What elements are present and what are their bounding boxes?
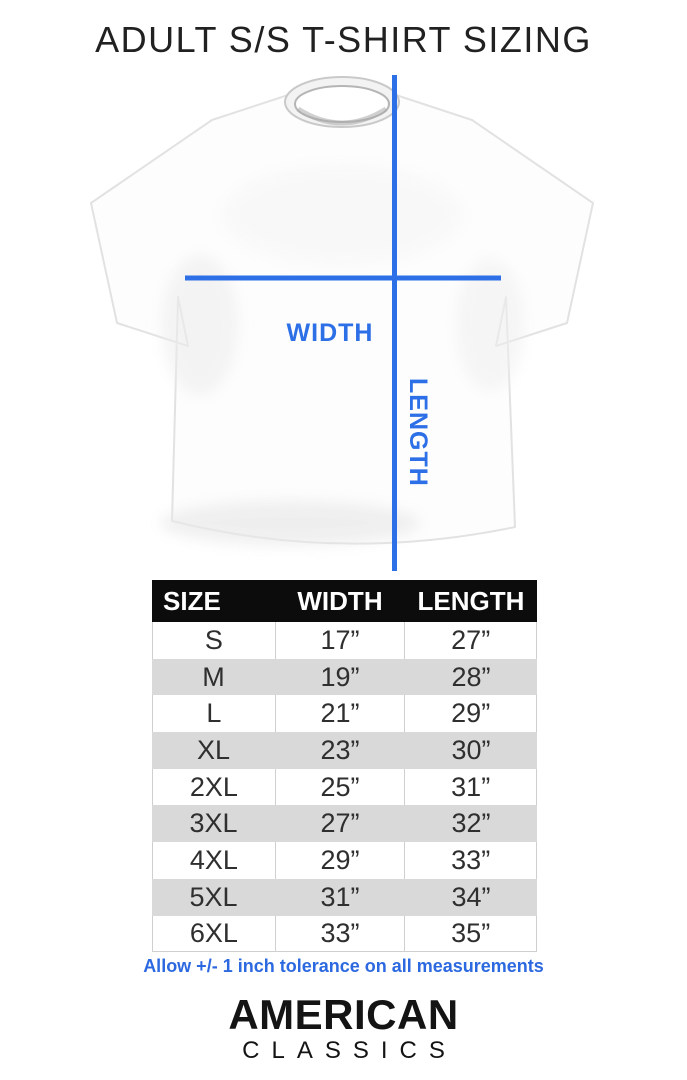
cell-size: M (202, 661, 225, 692)
cell-length: 34” (451, 881, 491, 912)
shading-bottom-hem (160, 501, 420, 545)
table-row-2xl: 2XL 25” 31” (152, 768, 537, 806)
tshirt-collar-shadow (296, 106, 388, 126)
table-row-s: S 17” 27” (152, 622, 537, 659)
column-header-length: LENGTH (417, 585, 525, 616)
brand-name-classics: CLASSICS (242, 1037, 457, 1064)
cell-length: 29” (404, 695, 536, 733)
cell-width: 17” (274, 622, 405, 659)
table-row-3xl: 3XL 27” 32” (152, 805, 537, 843)
cell-length: 27” (404, 622, 536, 659)
table-row-5xl: 5XL 31” 34” (152, 878, 537, 916)
cell-width: 31” (320, 881, 360, 912)
cell-size: 4XL (152, 842, 275, 879)
shading-right-underarm (456, 259, 524, 391)
table-row-l: L 21” 29” (152, 695, 537, 733)
brand-logo: AMERICAN CLASSICS (0, 994, 687, 1063)
cell-length: 33” (404, 842, 536, 879)
shading-left-underarm (162, 255, 238, 395)
width-measure-label: WIDTH (286, 319, 374, 347)
cell-size: 6XL (152, 915, 275, 952)
cell-width: 25” (274, 768, 405, 806)
cell-width: 27” (320, 808, 360, 839)
cell-size: 3XL (189, 808, 238, 839)
table-row-4xl: 4XL 29” 33” (152, 842, 537, 879)
table-row-m: M 19” 28” (152, 658, 537, 696)
column-header-width: WIDTH (297, 585, 383, 616)
tshirt-measurement-diagram: WIDTH LENGTH (0, 75, 687, 580)
cell-size: L (152, 695, 275, 733)
cell-length: 35” (404, 915, 536, 952)
shading-chest (222, 165, 462, 265)
cell-width: 23” (320, 734, 360, 765)
page-title: ADULT S/S T-SHIRT SIZING (95, 19, 592, 60)
cell-length: 30” (451, 734, 491, 765)
brand-name-american: AMERICAN (228, 991, 459, 1038)
cell-length: 31” (404, 768, 536, 806)
size-table: SIZE WIDTH LENGTH S 17” 27” M 19” 28” L … (152, 580, 537, 953)
cell-width: 21” (274, 695, 405, 733)
column-header-size: SIZE (163, 585, 221, 616)
cell-size: 5XL (189, 881, 238, 912)
cell-width: 33” (274, 915, 405, 952)
cell-width: 19” (320, 661, 360, 692)
size-table-header: SIZE WIDTH LENGTH (152, 580, 537, 622)
cell-size: XL (196, 734, 231, 765)
cell-size: S (152, 622, 275, 659)
cell-width: 29” (274, 842, 405, 879)
cell-length: 28” (451, 661, 491, 692)
tshirt-graphic (90, 75, 594, 571)
table-row-xl: XL 23” 30” (152, 732, 537, 769)
length-measure-label: LENGTH (404, 378, 432, 487)
cell-size: 2XL (152, 768, 275, 806)
tolerance-note: Allow +/- 1 inch tolerance on all measur… (143, 956, 544, 976)
table-row-6xl: 6XL 33” 35” (152, 915, 537, 953)
cell-length: 32” (451, 808, 491, 839)
